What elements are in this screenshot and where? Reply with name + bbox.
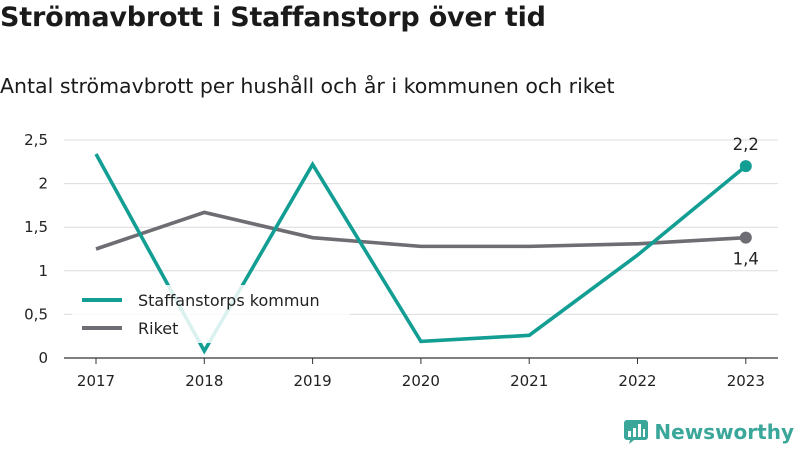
brand-name: Newsworthy (654, 420, 794, 444)
bar-chart-logo-icon (624, 420, 649, 444)
series-line-staffanstorp (94, 153, 747, 355)
y-tick-label: 1,5 (24, 218, 48, 236)
x-tick-label: 2022 (618, 372, 656, 390)
end-marker-riket (739, 231, 752, 244)
x-tick-label: 2017 (77, 372, 115, 390)
x-tick-label: 2019 (294, 372, 332, 390)
chart-title: Strömavbrott i Staffanstorp över tid (0, 2, 546, 33)
y-tick-label: 2,5 (24, 131, 48, 149)
brand-logo: Newsworthy (624, 419, 794, 445)
legend-label: Riket (138, 319, 178, 338)
x-tick-label: 2018 (185, 372, 223, 390)
x-tick-label: 2020 (402, 372, 440, 390)
chart-subtitle: Antal strömavbrott per hushåll och år i … (0, 74, 615, 98)
series-line-riket (95, 210, 746, 251)
legend-label: Staffanstorps kommun (138, 291, 320, 310)
y-tick-label: 0,5 (24, 305, 48, 323)
end-label-staffanstorp: 2,2 (733, 135, 759, 154)
y-tick-label: 2 (38, 175, 48, 193)
y-tick-label: 0 (38, 349, 48, 367)
line-chart: 0 0,5 1 1,5 2 2,5 2017 2018 2019 2020 2021 2022 2023… (24, 131, 778, 390)
x-tick-label: 2021 (510, 372, 548, 390)
legend-background (72, 285, 350, 343)
end-marker-staffanstorp (739, 160, 752, 173)
y-tick-label: 1 (38, 262, 48, 280)
x-tick-label: 2023 (727, 372, 765, 390)
end-label-riket: 1,4 (733, 250, 759, 269)
